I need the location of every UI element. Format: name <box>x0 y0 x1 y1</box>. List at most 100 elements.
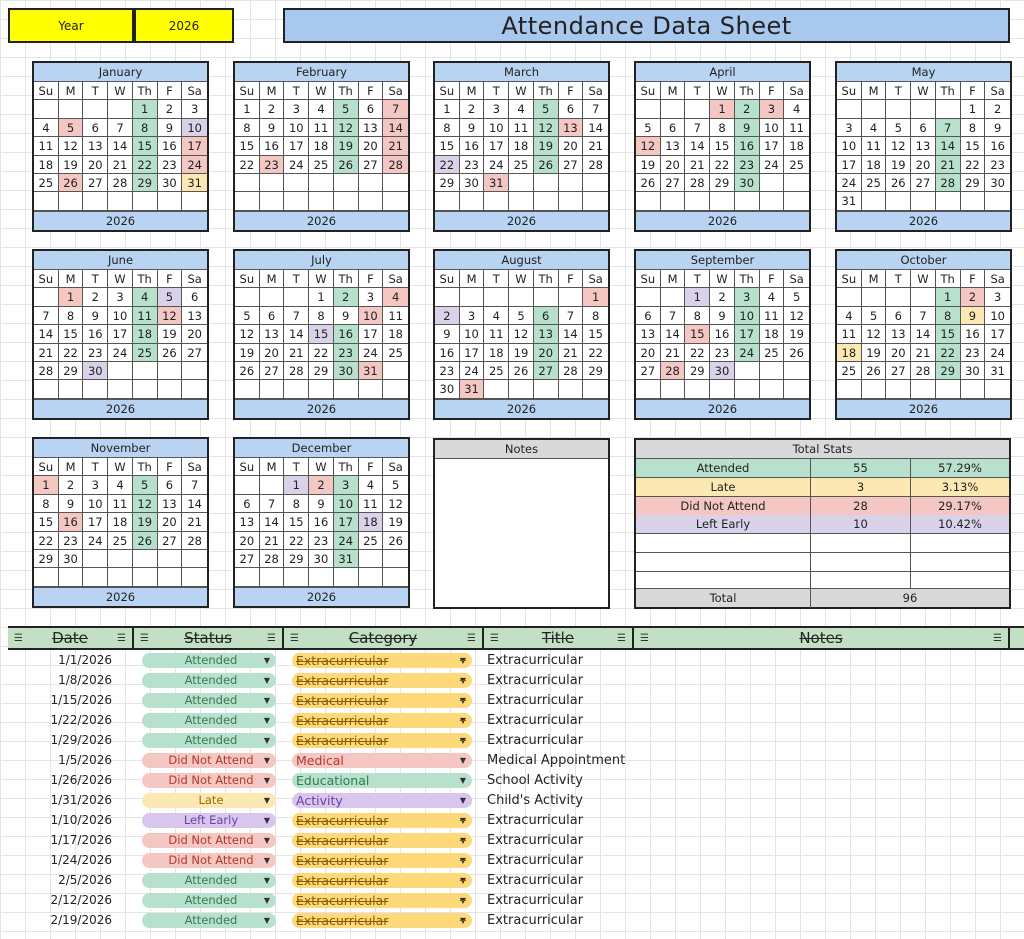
calendar-day[interactable]: 27 <box>235 549 260 569</box>
calendar-empty-cell[interactable] <box>886 100 912 119</box>
calendar-day[interactable]: 26 <box>333 155 359 174</box>
calendar-day[interactable]: 14 <box>911 325 936 344</box>
calendar-day[interactable]: 25 <box>309 155 334 174</box>
chevron-down-icon[interactable]: ▼ <box>263 855 270 865</box>
calendar-empty-cell[interactable] <box>259 568 285 587</box>
calendar-empty-cell[interactable] <box>333 192 359 211</box>
calendar-empty-cell[interactable] <box>182 550 207 569</box>
status-cell[interactable]: Attended ▼ <box>134 692 284 708</box>
calendar-day[interactable]: 25 <box>759 343 785 362</box>
calendar-empty-cell[interactable] <box>284 173 310 193</box>
calendar-day[interactable]: 17 <box>734 325 760 344</box>
title-cell[interactable]: Extracurricular <box>487 852 584 868</box>
calendar-day[interactable]: 2 <box>157 100 183 119</box>
chevron-down-icon[interactable]: ▼ <box>263 735 270 745</box>
calendar-empty-cell[interactable] <box>784 362 809 381</box>
calendar-day[interactable]: 16 <box>960 325 986 344</box>
calendar-day[interactable]: 16 <box>435 343 460 362</box>
calendar-day[interactable]: 8 <box>685 306 711 326</box>
calendar-day[interactable]: 22 <box>935 343 961 362</box>
calendar-day[interactable]: 22 <box>583 344 608 362</box>
chevron-down-icon[interactable]: ▼ <box>263 775 270 785</box>
calendar-day[interactable]: 8 <box>235 118 260 138</box>
calendar-day[interactable]: 21 <box>935 155 961 174</box>
calendar-day[interactable]: 19 <box>533 137 559 156</box>
calendar-day[interactable]: 30 <box>459 173 485 193</box>
calendar-day[interactable]: 30 <box>333 361 359 381</box>
calendar-day[interactable]: 27 <box>182 344 207 362</box>
calendar-day[interactable]: 19 <box>58 155 84 174</box>
filter-icon[interactable]: ☰ <box>140 632 149 644</box>
chevron-down-icon[interactable]: ▼ <box>263 835 270 845</box>
status-dropdown-chip[interactable]: Left Early ▼ <box>142 812 276 828</box>
calendar-day[interactable]: 26 <box>235 361 260 381</box>
calendar-day[interactable]: 22 <box>132 155 158 174</box>
calendar-empty-cell[interactable] <box>309 173 334 193</box>
calendar-empty-cell[interactable] <box>759 380 785 399</box>
calendar-day[interactable]: 17 <box>333 513 359 532</box>
title-cell[interactable]: School Activity <box>487 772 583 788</box>
calendar-day[interactable]: 23 <box>58 531 84 550</box>
calendar-day[interactable]: 17 <box>182 137 207 156</box>
calendar-day[interactable]: 24 <box>837 173 862 193</box>
calendar-empty-cell[interactable] <box>484 380 510 399</box>
calendar-day[interactable]: 30 <box>58 549 84 569</box>
date-cell[interactable]: 2/12/2026 <box>50 893 112 907</box>
calendar-day[interactable]: 12 <box>886 137 912 156</box>
calendar-day[interactable]: 3 <box>734 288 760 307</box>
calendar-day[interactable]: 8 <box>34 494 59 514</box>
calendar-day[interactable]: 16 <box>83 325 109 344</box>
category-dropdown-chip[interactable]: Extracurricular ▼ <box>292 892 472 908</box>
date-cell[interactable]: 1/24/2026 <box>50 853 112 867</box>
calendar-day[interactable]: 30 <box>710 361 735 381</box>
calendar-empty-cell[interactable] <box>58 380 84 399</box>
category-cell[interactable]: Extracurricular ▼ <box>284 732 484 748</box>
calendar-day[interactable]: 18 <box>309 137 334 156</box>
title-cell[interactable]: Extracurricular <box>487 832 584 848</box>
calendar-day[interactable]: 6 <box>911 118 936 138</box>
calendar-day[interactable]: 28 <box>935 173 961 193</box>
calendar-day[interactable]: 19 <box>509 343 534 362</box>
category-dropdown-chip[interactable]: Extracurricular ▼ <box>292 692 472 708</box>
calendar-day[interactable]: 21 <box>182 513 207 532</box>
calendar-day[interactable]: 13 <box>235 513 260 532</box>
status-dropdown-chip[interactable]: Attended ▼ <box>142 692 276 708</box>
calendar-day[interactable]: 8 <box>935 306 961 326</box>
calendar-day[interactable]: 7 <box>284 306 310 326</box>
category-dropdown-chip[interactable]: Educational ▼ <box>292 772 472 788</box>
status-cell[interactable]: Attended ▼ <box>134 732 284 748</box>
calendar-day[interactable]: 27 <box>558 155 584 174</box>
title-cell[interactable]: Extracurricular <box>487 732 584 748</box>
calendar-day[interactable]: 27 <box>636 361 661 381</box>
title-cell[interactable]: Child's Activity <box>487 792 583 808</box>
calendar-empty-cell[interactable] <box>284 192 310 211</box>
calendar-day[interactable]: 25 <box>34 173 59 193</box>
calendar-day[interactable]: 10 <box>182 118 207 138</box>
calendar-day[interactable]: 7 <box>935 118 961 138</box>
column-header-notes[interactable]: ☰ Notes ☰ <box>634 628 1010 648</box>
calendar-day[interactable]: 20 <box>83 155 109 174</box>
calendar-day[interactable]: 4 <box>837 306 862 326</box>
calendar-day[interactable]: 3 <box>985 288 1010 307</box>
calendar-day[interactable]: 22 <box>685 343 711 362</box>
calendar-day[interactable]: 7 <box>108 118 133 138</box>
category-cell[interactable]: Medical ▼ <box>284 752 484 768</box>
category-cell[interactable]: Extracurricular ▼ <box>284 712 484 728</box>
calendar-day[interactable]: 14 <box>383 118 408 138</box>
calendar-day[interactable]: 18 <box>509 137 534 156</box>
calendar-day[interactable]: 1 <box>960 100 986 119</box>
calendar-day[interactable]: 6 <box>636 306 661 326</box>
calendar-day[interactable]: 24 <box>333 531 359 550</box>
calendar-empty-cell[interactable] <box>710 192 735 211</box>
calendar-day[interactable]: 16 <box>309 513 334 532</box>
calendar-day[interactable]: 10 <box>284 118 310 138</box>
calendar-day[interactable]: 29 <box>284 549 310 569</box>
calendar-day[interactable]: 25 <box>108 531 133 550</box>
calendar-empty-cell[interactable] <box>309 568 334 587</box>
calendar-day[interactable]: 9 <box>333 306 359 326</box>
category-dropdown-chip[interactable]: Extracurricular ▼ <box>292 712 472 728</box>
calendar-day[interactable]: 2 <box>459 100 485 119</box>
calendar-day[interactable]: 12 <box>157 306 183 326</box>
calendar-day[interactable]: 5 <box>886 118 912 138</box>
calendar-empty-cell[interactable] <box>383 568 408 587</box>
